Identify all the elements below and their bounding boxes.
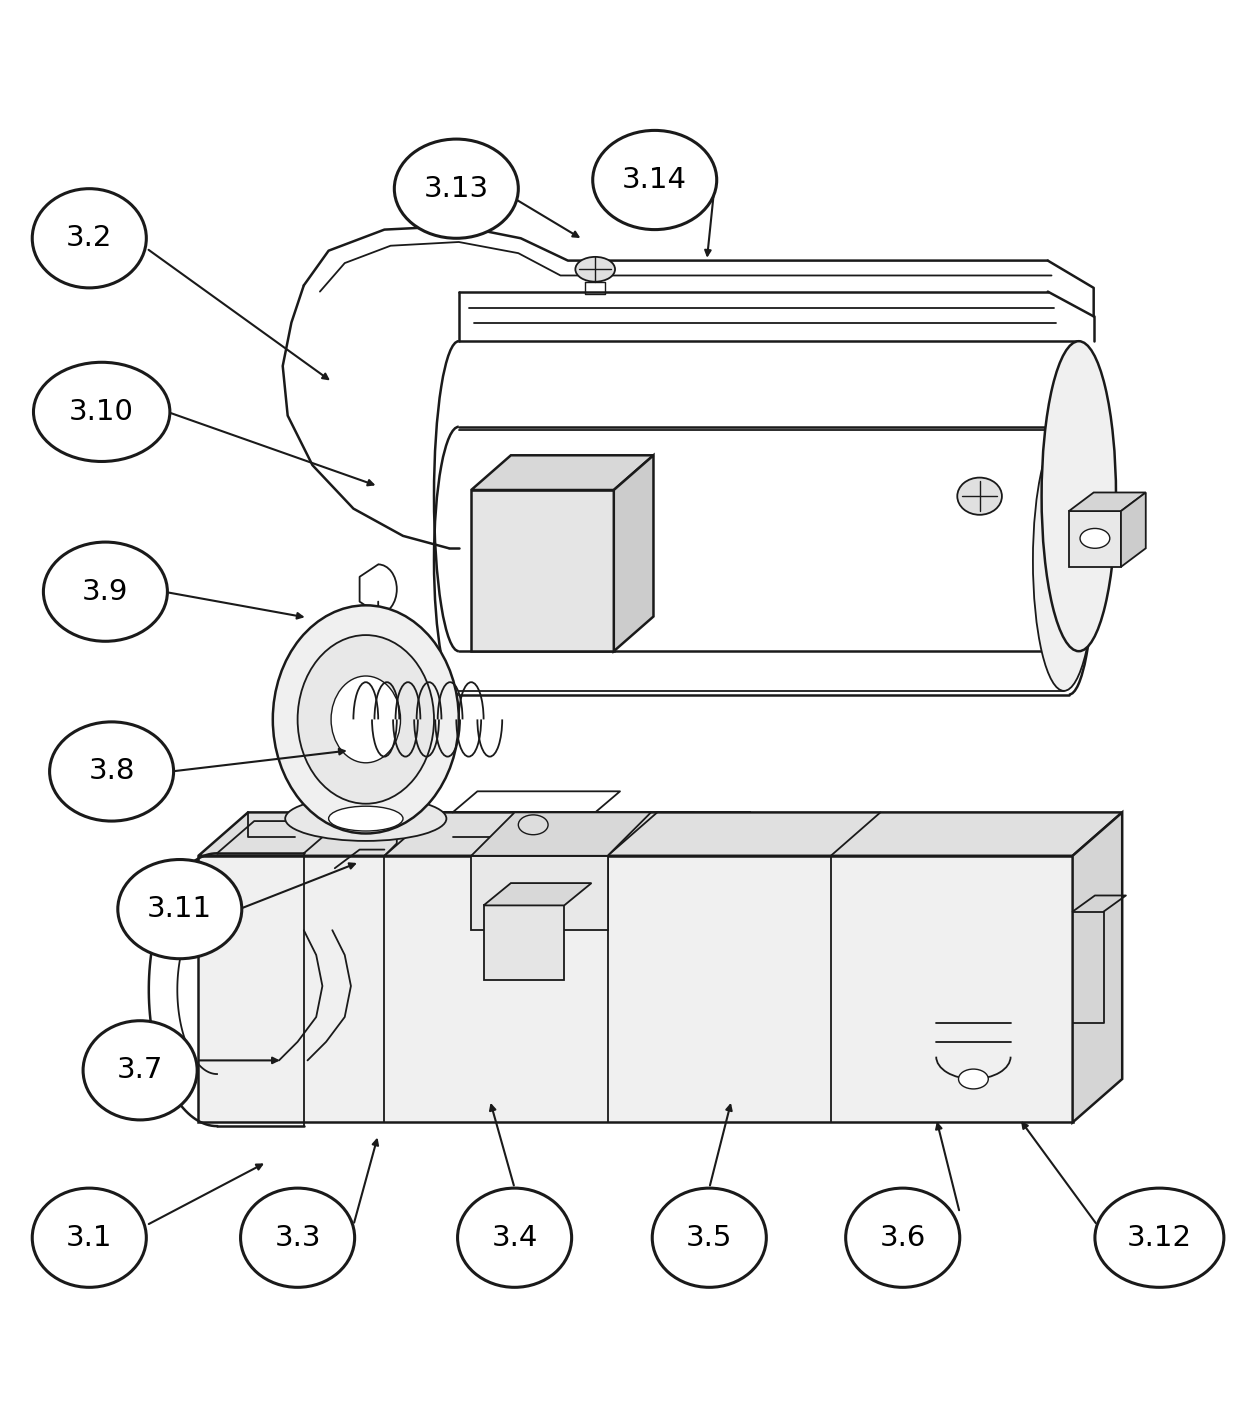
Polygon shape [484, 905, 564, 980]
Polygon shape [471, 455, 653, 491]
Ellipse shape [1042, 341, 1116, 652]
Text: 3.3: 3.3 [274, 1223, 321, 1251]
Ellipse shape [83, 1021, 197, 1120]
Ellipse shape [241, 1188, 355, 1287]
Ellipse shape [652, 1188, 766, 1287]
Ellipse shape [331, 676, 401, 762]
Ellipse shape [1080, 529, 1110, 549]
Ellipse shape [394, 139, 518, 239]
Text: 3.11: 3.11 [148, 895, 212, 923]
Ellipse shape [32, 188, 146, 288]
Text: 3.12: 3.12 [1127, 1223, 1192, 1251]
Text: 3.7: 3.7 [117, 1056, 164, 1085]
Ellipse shape [959, 1069, 988, 1089]
Polygon shape [1073, 813, 1122, 1123]
Polygon shape [614, 455, 653, 652]
Ellipse shape [458, 1188, 572, 1287]
Polygon shape [1069, 492, 1146, 510]
Polygon shape [1069, 510, 1121, 567]
Polygon shape [471, 855, 608, 930]
Ellipse shape [285, 796, 446, 841]
Ellipse shape [33, 362, 170, 461]
Ellipse shape [298, 635, 434, 803]
Ellipse shape [575, 257, 615, 281]
Text: 3.14: 3.14 [622, 165, 687, 194]
Text: 3.9: 3.9 [82, 578, 129, 605]
Polygon shape [471, 491, 614, 652]
Text: 3.4: 3.4 [491, 1223, 538, 1251]
Polygon shape [1121, 492, 1146, 567]
Text: 3.10: 3.10 [69, 397, 134, 426]
Ellipse shape [593, 130, 717, 229]
Polygon shape [471, 813, 651, 855]
Text: 3.13: 3.13 [424, 175, 489, 202]
Text: 3.2: 3.2 [66, 225, 113, 252]
Ellipse shape [43, 542, 167, 642]
Ellipse shape [50, 723, 174, 822]
Ellipse shape [329, 806, 403, 831]
Ellipse shape [273, 605, 459, 833]
Text: 3.1: 3.1 [66, 1223, 113, 1251]
Ellipse shape [32, 1188, 146, 1287]
Text: 3.5: 3.5 [686, 1223, 733, 1251]
Polygon shape [484, 884, 591, 905]
Text: 3.6: 3.6 [879, 1223, 926, 1251]
Ellipse shape [957, 478, 1002, 515]
Polygon shape [198, 855, 1073, 1123]
Text: 3.8: 3.8 [88, 758, 135, 786]
Ellipse shape [846, 1188, 960, 1287]
Ellipse shape [1095, 1188, 1224, 1287]
Polygon shape [198, 813, 1122, 855]
Ellipse shape [518, 814, 548, 834]
Ellipse shape [118, 860, 242, 959]
Ellipse shape [516, 822, 551, 841]
Ellipse shape [1033, 430, 1095, 691]
